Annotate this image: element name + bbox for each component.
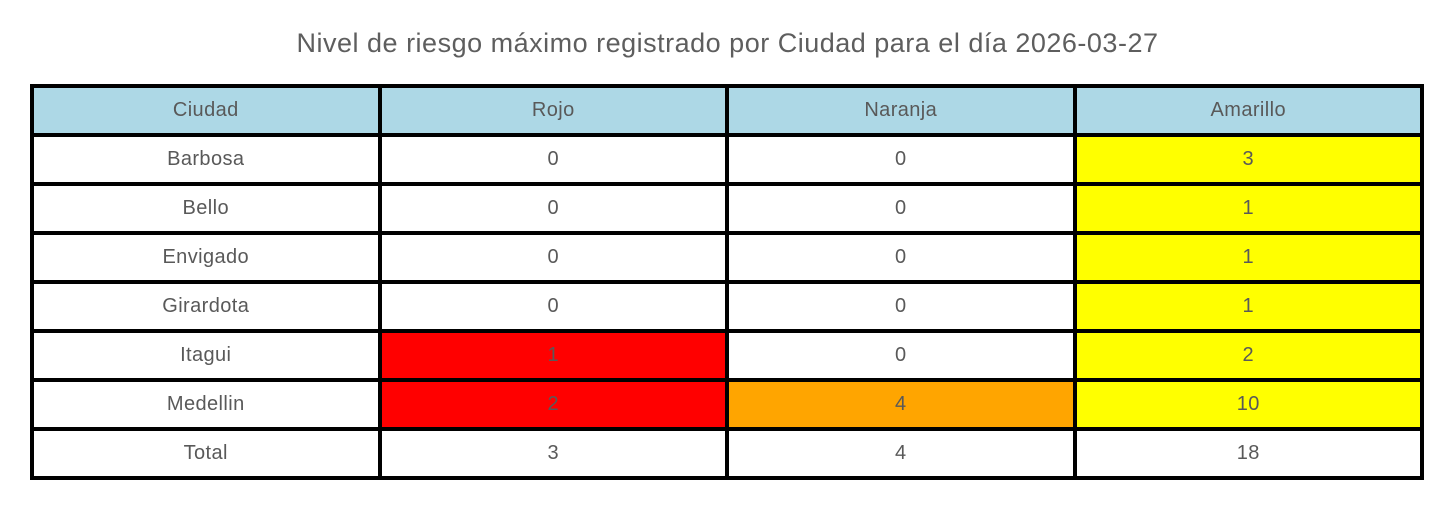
city-cell: Girardota bbox=[30, 280, 382, 333]
value-cell-amarillo: 18 bbox=[1072, 427, 1424, 480]
city-cell: Barbosa bbox=[30, 133, 382, 186]
city-cell: Itagui bbox=[30, 329, 382, 382]
value-cell-rojo: 0 bbox=[377, 133, 729, 186]
city-cell: Bello bbox=[30, 182, 382, 235]
page-title: Nivel de riesgo máximo registrado por Ci… bbox=[296, 28, 1159, 58]
total-row: Total 3 4 18 bbox=[30, 427, 1424, 480]
value-cell-rojo: 0 bbox=[377, 280, 729, 333]
column-header-rojo: Rojo bbox=[377, 84, 729, 137]
value-cell-amarillo: 1 bbox=[1072, 280, 1424, 333]
value-cell-naranja: 0 bbox=[725, 182, 1077, 235]
risk-table: Ciudad Rojo Naranja Amarillo Barbosa 0 0 3 Bell… bbox=[30, 84, 1424, 480]
value-cell-amarillo: 2 bbox=[1072, 329, 1424, 382]
city-cell: Medellin bbox=[30, 378, 382, 431]
table-row: Girardota 0 0 1 bbox=[30, 280, 1424, 333]
value-cell-rojo: 3 bbox=[377, 427, 729, 480]
value-cell-amarillo: 10 bbox=[1072, 378, 1424, 431]
value-cell-rojo: 0 bbox=[377, 182, 729, 235]
value-cell-rojo: 1 bbox=[377, 329, 729, 382]
value-cell-naranja: 4 bbox=[725, 427, 1077, 480]
value-cell-rojo: 0 bbox=[377, 231, 729, 284]
value-cell-naranja: 0 bbox=[725, 280, 1077, 333]
value-cell-rojo: 2 bbox=[377, 378, 729, 431]
table-body: Barbosa 0 0 3 Bello 0 0 1 Envigado 0 0 1 Girardota 0 0… bbox=[30, 133, 1424, 480]
column-header-ciudad: Ciudad bbox=[30, 84, 382, 137]
header-row: Ciudad Rojo Naranja Amarillo bbox=[30, 84, 1424, 137]
value-cell-naranja: 0 bbox=[725, 231, 1077, 284]
table-row: Itagui 1 0 2 bbox=[30, 329, 1424, 382]
value-cell-amarillo: 1 bbox=[1072, 182, 1424, 235]
table-row: Medellin 2 4 10 bbox=[30, 378, 1424, 431]
column-header-amarillo: Amarillo bbox=[1072, 84, 1424, 137]
value-cell-naranja: 0 bbox=[725, 329, 1077, 382]
table-row: Barbosa 0 0 3 bbox=[30, 133, 1424, 186]
value-cell-amarillo: 3 bbox=[1072, 133, 1424, 186]
column-header-naranja: Naranja bbox=[725, 84, 1077, 137]
value-cell-naranja: 4 bbox=[725, 378, 1077, 431]
city-cell: Total bbox=[30, 427, 382, 480]
value-cell-amarillo: 1 bbox=[1072, 231, 1424, 284]
table-row: Envigado 0 0 1 bbox=[30, 231, 1424, 284]
value-cell-naranja: 0 bbox=[725, 133, 1077, 186]
city-cell: Envigado bbox=[30, 231, 382, 284]
table-row: Bello 0 0 1 bbox=[30, 182, 1424, 235]
